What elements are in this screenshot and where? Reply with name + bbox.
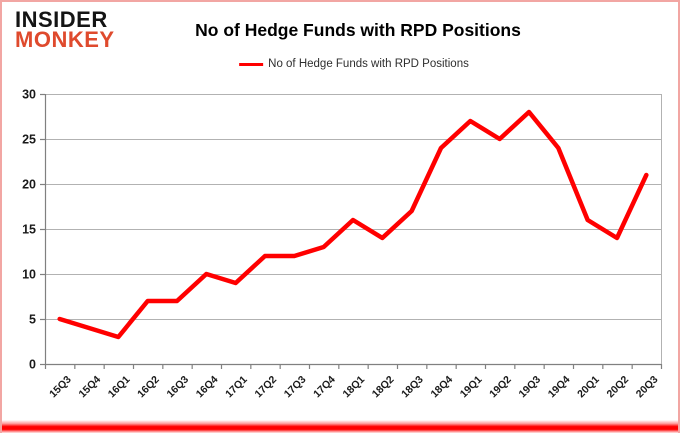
svg-text:16Q1: 16Q1 bbox=[106, 374, 133, 401]
svg-text:18Q4: 18Q4 bbox=[428, 374, 455, 401]
svg-text:19Q3: 19Q3 bbox=[516, 374, 543, 401]
svg-text:17Q2: 17Q2 bbox=[252, 374, 279, 401]
svg-text:30: 30 bbox=[22, 88, 36, 102]
logo-text-insider: INSIDER bbox=[15, 7, 108, 32]
svg-text:10: 10 bbox=[22, 268, 36, 282]
svg-text:20Q1: 20Q1 bbox=[575, 374, 602, 401]
svg-text:16Q2: 16Q2 bbox=[135, 374, 162, 401]
y-gridlines bbox=[45, 94, 662, 365]
svg-text:20Q3: 20Q3 bbox=[634, 374, 661, 401]
svg-text:20Q2: 20Q2 bbox=[604, 374, 631, 401]
data-line bbox=[57, 109, 649, 340]
svg-text:5: 5 bbox=[29, 313, 36, 327]
svg-text:16Q3: 16Q3 bbox=[164, 374, 191, 401]
svg-text:16Q4: 16Q4 bbox=[194, 374, 221, 401]
svg-text:17Q1: 17Q1 bbox=[223, 374, 250, 401]
logo-text-monkey: MONKEY bbox=[15, 27, 115, 53]
svg-text:0: 0 bbox=[29, 358, 36, 372]
svg-text:19Q4: 19Q4 bbox=[546, 374, 573, 401]
svg-text:19Q2: 19Q2 bbox=[487, 374, 514, 401]
y-axis-labels: 0 5 10 15 20 25 30 bbox=[22, 88, 36, 372]
svg-text:20: 20 bbox=[22, 178, 36, 192]
svg-text:15Q3: 15Q3 bbox=[47, 374, 74, 401]
legend-line-marker bbox=[239, 62, 264, 66]
legend-label: No of Hedge Funds with RPD Positions bbox=[268, 58, 469, 70]
svg-text:17Q3: 17Q3 bbox=[282, 374, 309, 401]
svg-text:18Q1: 18Q1 bbox=[340, 374, 367, 401]
svg-text:17Q4: 17Q4 bbox=[311, 374, 338, 401]
svg-text:15: 15 bbox=[22, 223, 36, 237]
chart-legend: No of Hedge Funds with RPD Positions bbox=[239, 58, 469, 70]
svg-text:18Q2: 18Q2 bbox=[370, 374, 397, 401]
chart-title: No of Hedge Funds with RPD Positions bbox=[195, 20, 521, 40]
svg-text:25: 25 bbox=[22, 133, 36, 147]
insider-monkey-logo: INSIDER MONKEY bbox=[15, 7, 115, 53]
x-axis-labels: 15Q3 15Q4 16Q1 16Q2 16Q3 16Q4 17Q1 17Q2 17Q3 17Q4… bbox=[47, 374, 660, 401]
svg-text:18Q3: 18Q3 bbox=[399, 374, 426, 401]
svg-text:19Q1: 19Q1 bbox=[458, 374, 485, 401]
bottom-red-accent-bar bbox=[2, 420, 678, 433]
axes bbox=[40, 93, 663, 369]
svg-text:15Q4: 15Q4 bbox=[76, 374, 103, 401]
